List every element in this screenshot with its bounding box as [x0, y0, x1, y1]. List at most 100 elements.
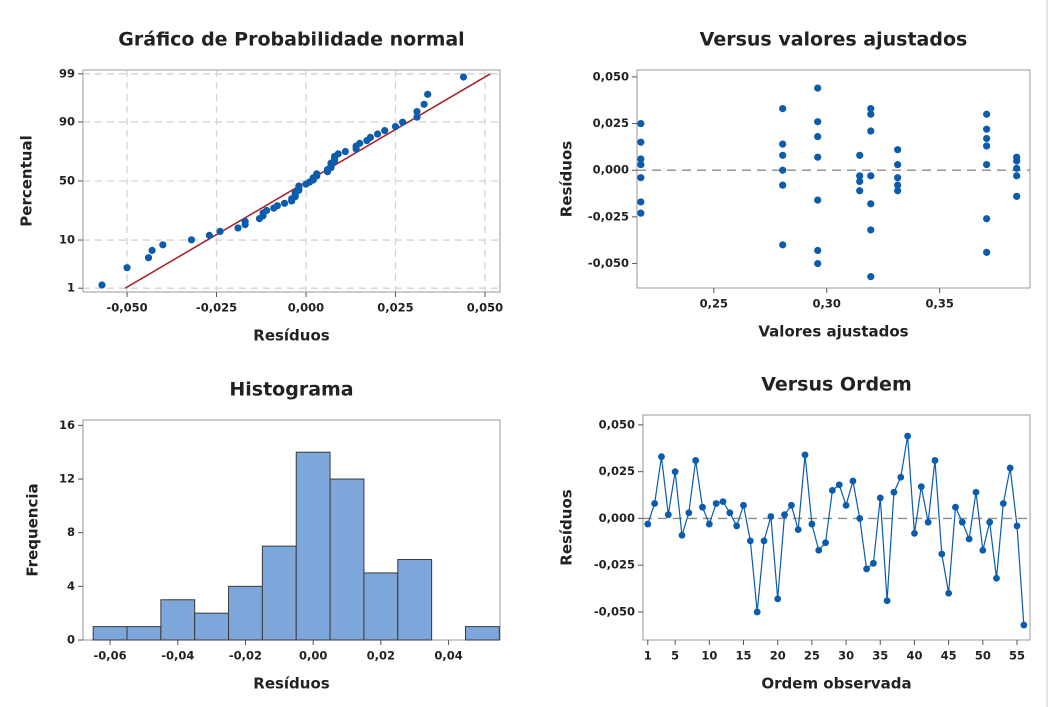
x-tick-label: -0,06 [93, 649, 126, 663]
point [637, 119, 645, 128]
point [779, 151, 787, 159]
point [726, 509, 734, 517]
point [779, 140, 787, 148]
y-axis-label: Resíduos [558, 141, 576, 218]
point [972, 488, 980, 496]
point [979, 546, 987, 554]
bar [261, 545, 297, 641]
point [280, 199, 289, 207]
point [205, 231, 213, 239]
point [760, 537, 768, 545]
x-tick-label: 5 [671, 649, 679, 663]
point [965, 535, 973, 543]
point [356, 139, 364, 147]
point [123, 264, 131, 272]
point [856, 515, 864, 522]
point [894, 187, 902, 195]
point [867, 110, 875, 118]
point [863, 565, 870, 573]
bar [464, 626, 500, 641]
point [746, 537, 754, 545]
point [98, 281, 106, 289]
x-tick-label: -0,050 [106, 301, 147, 315]
point [808, 520, 816, 528]
y-tick-label: 12 [59, 472, 75, 486]
x-tick-label: 50 [975, 649, 991, 663]
point [341, 147, 349, 156]
point [1013, 164, 1021, 172]
y-tick-label: -0,050 [588, 256, 629, 270]
x-tick-label: 20 [770, 649, 786, 663]
point [856, 177, 864, 186]
point [911, 529, 918, 537]
point [794, 526, 802, 534]
point [917, 483, 925, 491]
point [835, 481, 843, 489]
y-axis-label: Resíduos [558, 489, 576, 566]
point [870, 559, 877, 567]
point [867, 200, 875, 208]
point [983, 134, 991, 143]
chart-title: Versus Ordem [761, 374, 912, 396]
point [637, 174, 645, 182]
point [894, 174, 902, 182]
point [719, 498, 727, 505]
x-tick-label: 0,00 [299, 649, 327, 663]
point [678, 531, 686, 539]
x-tick-label: -0,025 [196, 301, 237, 315]
x-tick-label: 0,025 [377, 301, 413, 315]
point [814, 246, 822, 255]
point [733, 522, 741, 530]
point [867, 226, 875, 234]
x-tick-label: 0,35 [925, 297, 953, 311]
chart-title: Gráfico de Probabilidade normal [118, 29, 464, 51]
point [894, 181, 902, 189]
point [216, 227, 224, 235]
point [876, 494, 884, 502]
point [983, 248, 991, 256]
point [890, 488, 898, 496]
point [814, 118, 822, 126]
x-tick-label: 40 [906, 649, 922, 663]
point [867, 273, 875, 281]
point [424, 90, 432, 98]
point [159, 241, 167, 249]
point [366, 133, 375, 142]
point [894, 161, 902, 169]
point [983, 142, 991, 150]
point [637, 155, 645, 163]
point [983, 161, 991, 169]
point [983, 215, 991, 223]
bar [397, 559, 433, 641]
point [334, 150, 342, 158]
point [637, 161, 645, 169]
y-axis-label: Percentual [18, 135, 36, 226]
point [1013, 522, 1021, 530]
point [999, 500, 1007, 507]
point [373, 130, 382, 138]
y-tick-label: -0,025 [594, 558, 635, 572]
y-tick-label: 90 [59, 114, 75, 128]
point [144, 254, 153, 262]
point [814, 84, 822, 92]
x-axis-label: Valores ajustados [758, 323, 908, 341]
y-tick-label: 0,050 [599, 417, 635, 431]
point [420, 100, 428, 108]
y-tick-label: 50 [59, 174, 75, 188]
bar [228, 585, 263, 641]
point [413, 113, 421, 121]
point [801, 451, 809, 459]
point [814, 259, 822, 268]
y-tick-label: 10 [59, 233, 75, 247]
point [781, 511, 788, 519]
point [1020, 621, 1028, 629]
point [883, 597, 891, 605]
point [187, 236, 196, 244]
x-axis-label: Resíduos [253, 327, 330, 345]
point [986, 518, 994, 526]
y-tick-label: 1 [67, 281, 75, 295]
point [1013, 192, 1021, 200]
x-tick-label: 35 [872, 649, 888, 663]
point [856, 187, 864, 195]
